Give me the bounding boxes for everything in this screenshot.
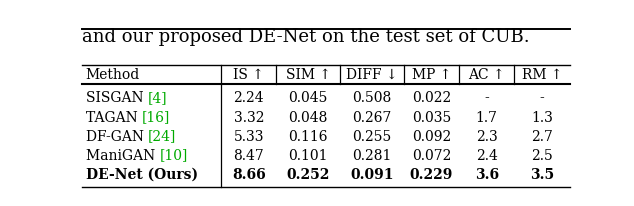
Text: 0.101: 0.101 [288,149,328,163]
Text: 0.229: 0.229 [410,168,453,182]
Text: [16]: [16] [142,110,170,124]
Text: SIM ↑: SIM ↑ [286,68,331,82]
Text: DE-Net (Ours): DE-Net (Ours) [86,168,198,182]
Text: 0.116: 0.116 [288,130,328,144]
Text: RM ↑: RM ↑ [522,68,562,82]
Text: 2.3: 2.3 [476,130,498,144]
Text: 1.3: 1.3 [531,110,553,124]
Text: 0.091: 0.091 [351,168,394,182]
Text: 3.32: 3.32 [233,110,264,124]
Text: IS ↑: IS ↑ [233,68,264,82]
Text: [10]: [10] [159,149,188,163]
Text: DF-GAN: DF-GAN [86,130,148,144]
Text: 0.092: 0.092 [412,130,451,144]
Text: [24]: [24] [148,130,176,144]
Text: 1.7: 1.7 [476,110,498,124]
Text: 0.045: 0.045 [288,91,328,105]
Text: 0.267: 0.267 [353,110,392,124]
Text: 2.5: 2.5 [531,149,553,163]
Text: DIFF ↓: DIFF ↓ [346,68,398,82]
Text: 0.072: 0.072 [412,149,451,163]
Text: 0.252: 0.252 [287,168,330,182]
Text: [4]: [4] [148,91,167,105]
Text: 3.6: 3.6 [475,168,499,182]
Text: 3.5: 3.5 [530,168,554,182]
Text: 8.66: 8.66 [232,168,266,182]
Text: ManiGAN: ManiGAN [86,149,159,163]
Text: TAGAN: TAGAN [86,110,142,124]
Text: 0.255: 0.255 [353,130,392,144]
Text: 0.048: 0.048 [288,110,328,124]
Text: MP ↑: MP ↑ [412,68,451,82]
Text: 0.281: 0.281 [353,149,392,163]
Text: 2.24: 2.24 [233,91,264,105]
Text: SISGAN: SISGAN [86,91,148,105]
Text: 2.4: 2.4 [476,149,498,163]
Text: 8.47: 8.47 [233,149,264,163]
Text: and our proposed DE-Net on the test set of CUB.: and our proposed DE-Net on the test set … [82,28,529,46]
Text: Method: Method [86,68,140,82]
Text: 5.33: 5.33 [233,130,264,144]
Text: 0.022: 0.022 [412,91,451,105]
Text: 0.508: 0.508 [353,91,392,105]
Text: -: - [540,91,545,105]
Text: 2.7: 2.7 [531,130,553,144]
Text: 0.035: 0.035 [412,110,451,124]
Text: AC ↑: AC ↑ [469,68,505,82]
Text: -: - [484,91,489,105]
